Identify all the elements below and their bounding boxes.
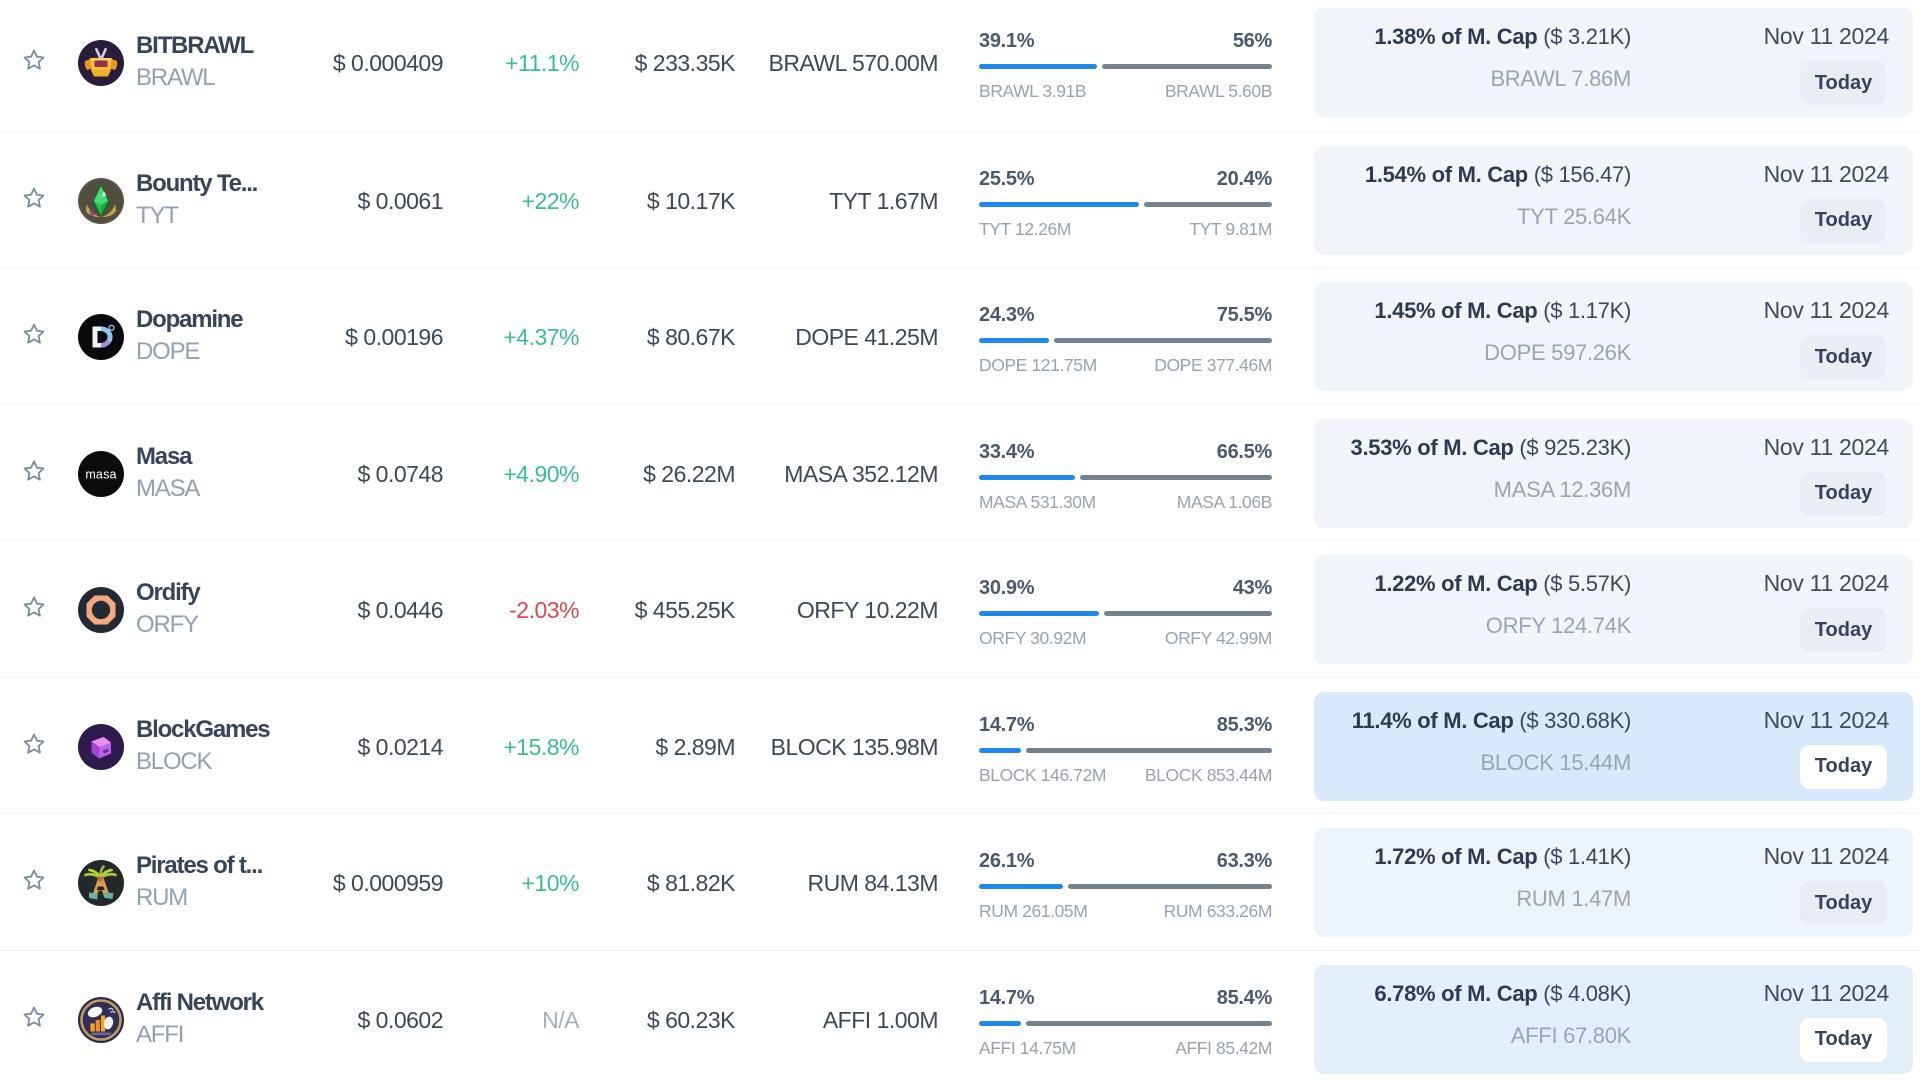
svg-text:masa: masa (85, 467, 116, 481)
